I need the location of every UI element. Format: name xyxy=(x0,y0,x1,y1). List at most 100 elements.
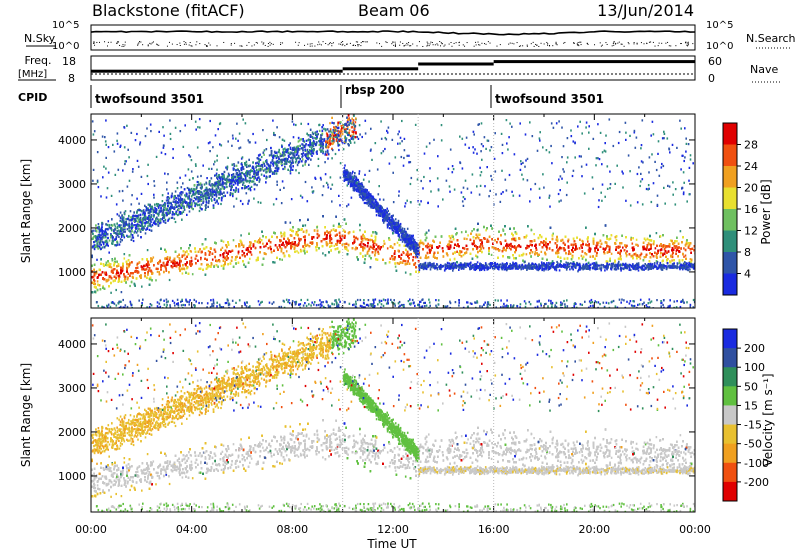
nsearch-point xyxy=(319,43,321,45)
nsearch-point xyxy=(563,42,565,44)
rti-cell xyxy=(105,278,108,282)
nsearch-point xyxy=(298,42,300,44)
nsearch-point xyxy=(354,45,356,47)
rti-cell xyxy=(427,242,429,245)
rti-cell xyxy=(96,280,99,283)
nsearch-point xyxy=(612,42,614,44)
nsearch-point xyxy=(295,41,297,43)
rti-cell xyxy=(525,253,528,256)
rti-cell xyxy=(156,270,159,273)
nsearch-point xyxy=(410,45,412,47)
nsearch-point xyxy=(269,41,271,43)
nsearch-point xyxy=(547,43,549,45)
rti-cell xyxy=(371,238,373,242)
nsearch-point xyxy=(267,45,269,47)
rti-cell xyxy=(259,237,261,240)
rti-cell xyxy=(526,244,528,247)
rti-cell xyxy=(94,283,97,286)
nsearch-point xyxy=(684,42,686,44)
nsearch-point xyxy=(427,44,429,46)
nsearch-point xyxy=(121,45,123,47)
nsearch-point xyxy=(199,43,201,45)
rti-cell xyxy=(120,291,123,294)
nsearch-point xyxy=(124,41,126,43)
rti-cell xyxy=(223,252,225,255)
nsearch-point xyxy=(564,41,566,43)
nsearch-point xyxy=(496,45,498,47)
nsearch-point xyxy=(573,42,575,44)
rti-cell xyxy=(650,247,652,250)
freq-label: Freq. xyxy=(24,54,51,67)
rti-cell xyxy=(556,246,558,249)
nsearch-point xyxy=(576,43,578,45)
nsearch-point xyxy=(366,41,368,43)
nsearch-point xyxy=(395,44,397,46)
rti-cell xyxy=(291,245,294,248)
nsearch-point xyxy=(594,44,596,46)
rti-cell xyxy=(467,234,469,237)
rti-cell xyxy=(610,252,613,255)
rti-cell xyxy=(211,258,214,261)
rti-cell xyxy=(281,258,283,261)
rti-cell xyxy=(283,244,285,247)
nsearch-point xyxy=(464,45,466,47)
nsearch-point xyxy=(156,43,158,45)
nsearch-point xyxy=(601,44,603,46)
rti-cell xyxy=(222,240,225,243)
nsearch-point xyxy=(185,42,187,44)
nsearch-point xyxy=(234,42,236,44)
noise-panel: N.Sky 10^5 10^0 10^5 10^0 N.Search xyxy=(24,20,796,52)
nsearch-point xyxy=(535,43,537,45)
nsearch-point xyxy=(318,41,320,43)
nsearch-point xyxy=(466,42,468,44)
nsearch-point xyxy=(511,42,513,44)
nsearch-point xyxy=(536,44,538,46)
nsearch-point xyxy=(158,44,160,46)
nsearch-point xyxy=(329,42,331,44)
rti-cell xyxy=(684,254,687,257)
nsearch-point xyxy=(686,42,688,44)
nsearch-point xyxy=(344,45,346,47)
nave-step xyxy=(418,62,494,66)
nsearch-point xyxy=(485,43,487,45)
rti-cell xyxy=(296,250,298,253)
nsearch-point xyxy=(487,41,489,43)
nsearch-point xyxy=(499,44,501,46)
nsearch-point xyxy=(205,45,207,47)
nsearch-point xyxy=(453,42,455,44)
rti-cell xyxy=(207,250,210,253)
rti-cell xyxy=(308,233,310,236)
nsearch-point xyxy=(311,45,313,47)
nsearch-point xyxy=(137,44,139,46)
date-title: 13/Jun/2014 xyxy=(597,1,694,20)
freq-nave-panel: Freq. [MHz] 18 8 60 0 Nave xyxy=(18,54,780,85)
rti-cell xyxy=(671,255,674,259)
rti-cell xyxy=(285,246,287,249)
nsearch-point xyxy=(147,45,149,47)
nsearch-point xyxy=(532,41,534,43)
nsearch-point xyxy=(385,41,387,43)
nsearch-point xyxy=(455,42,457,44)
rti-cell xyxy=(111,258,113,261)
nsearch-point xyxy=(526,45,528,47)
rti-cell xyxy=(671,259,673,262)
rti-cell xyxy=(141,285,143,288)
nsearch-point xyxy=(615,43,617,45)
rti-cell xyxy=(333,244,336,247)
nsearch-point xyxy=(363,41,365,43)
nsearch-point xyxy=(409,45,411,47)
rti-cell xyxy=(123,257,126,260)
freq-unit-label: [MHz] xyxy=(18,69,47,80)
nsearch-point xyxy=(151,42,153,44)
nsearch-point xyxy=(605,42,607,44)
rti-cell xyxy=(366,250,369,253)
nsearch-point xyxy=(349,42,351,44)
nsearch-point xyxy=(667,41,669,43)
nsearch-point xyxy=(522,45,524,47)
nsearch-point xyxy=(357,45,359,47)
nsearch-point xyxy=(118,41,120,43)
nsearch-point xyxy=(393,44,395,46)
rti-cell xyxy=(302,235,305,239)
rti-cell xyxy=(240,234,242,237)
rti-cell xyxy=(347,249,349,252)
